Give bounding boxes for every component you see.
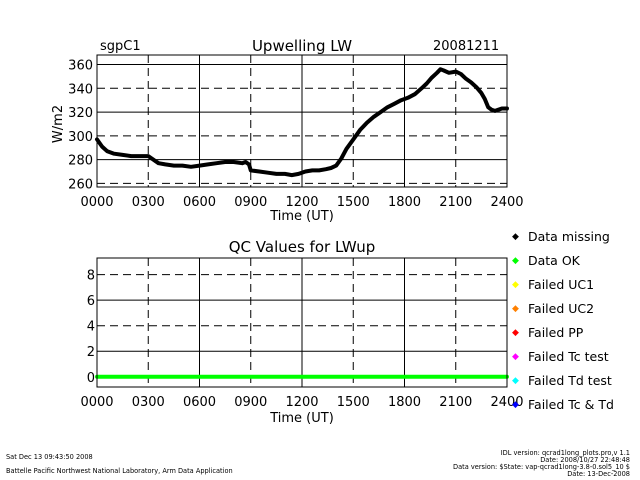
y-tick-labels: 260 280 300 320 340 360 (68, 59, 93, 193)
upwelling-lw-chart: Upwelling LW 0000 0300 0600 0900 1200 1500 180… (51, 37, 524, 224)
y-tick-label: 0 (87, 371, 95, 386)
x-axis-label: Time (UT) (269, 411, 334, 426)
y-tick-label: 280 (68, 154, 93, 169)
site-label: sgpC1 (100, 39, 141, 54)
legend-diamond-icon: ◆ (512, 376, 519, 386)
x-tick-label: 1200 (285, 395, 318, 410)
legend-label: Data OK (528, 253, 580, 268)
legend-item: ◆ Failed Tc test (512, 348, 640, 372)
x-tick-label: 0000 (80, 195, 113, 210)
y-axis-label: W/m2 (51, 105, 66, 143)
x-tick-label: 0900 (234, 395, 267, 410)
legend-diamond-icon: ◆ (512, 232, 519, 242)
y-tick-label: 360 (68, 59, 93, 74)
legend-item: ◆ Failed PP (512, 324, 640, 348)
x-tick-label: 0900 (234, 195, 267, 210)
legend-diamond-icon: ◆ (512, 304, 519, 314)
legend-label: Failed Tc & Td (528, 397, 614, 412)
grid (97, 55, 507, 187)
y-tick-labels: 0 2 4 6 8 (87, 269, 95, 386)
x-tick-label: 0600 (183, 195, 216, 210)
x-tick-label: 0300 (132, 195, 165, 210)
x-tick-label: 0000 (80, 395, 113, 410)
plot-frame (96, 257, 508, 388)
legend-diamond-icon: ◆ (512, 352, 519, 362)
x-tick-labels: 0000 0300 0600 0900 1200 1500 1800 2100 2400 (80, 195, 523, 210)
footer-data-version: Data version: $State: vap-qcrad1long-3.8… (453, 463, 630, 471)
y-tick-label: 260 (68, 177, 93, 192)
legend-label: Failed Tc test (528, 349, 609, 364)
y-tick-label: 320 (68, 106, 93, 121)
footer-timestamp: Sat Dec 13 09:43:50 2008 (6, 453, 93, 461)
legend-item: ◆ Data missing (512, 228, 640, 252)
legend-label: Failed Td test (528, 373, 612, 388)
legend-label: Failed UC1 (528, 277, 595, 292)
x-tick-label: 2100 (439, 195, 472, 210)
x-tick-label: 1200 (285, 195, 318, 210)
legend-diamond-icon: ◆ (512, 280, 519, 290)
legend-item: ◆ Failed UC1 (512, 276, 640, 300)
legend-diamond-icon: ◆ (512, 256, 519, 266)
footer-lab: Battelle Pacific Northwest National Labo… (6, 467, 233, 475)
qc-values-chart: QC Values for LWup 0000 0300 0600 0900 1200 1… (80, 238, 523, 426)
series-line (95, 67, 509, 178)
y-tick-label: 8 (87, 269, 95, 284)
y-tick-label: 300 (68, 130, 93, 145)
x-tick-label: 1800 (388, 195, 421, 210)
footer-idl-version: IDL version: qcrad1long_plots.pro,v 1.1 (500, 449, 630, 457)
y-tick-label: 2 (87, 345, 95, 360)
legend-item: ◆ Failed Tc & Td (512, 396, 640, 420)
x-tick-label: 0300 (132, 395, 165, 410)
chart-title: QC Values for LWup (229, 238, 376, 256)
legend-diamond-icon: ◆ (512, 400, 519, 410)
x-tick-label: 2400 (490, 195, 523, 210)
legend-label: Failed UC2 (528, 301, 595, 316)
y-tick-label: 6 (87, 294, 95, 309)
x-tick-label: 2100 (439, 395, 472, 410)
footer-idl-date: Date: 2008/10/27 22:48:48 (540, 456, 630, 464)
x-tick-label: 1800 (388, 395, 421, 410)
x-tick-label: 1500 (337, 195, 370, 210)
date-label: 20081211 (433, 39, 499, 54)
x-tick-label: 2400 (490, 395, 523, 410)
x-axis-label: Time (UT) (269, 209, 334, 224)
footer-data-date: Date: 13-Dec-2008 (567, 470, 630, 478)
series (95, 67, 509, 178)
y-tick-label: 4 (87, 320, 95, 335)
y-tick-label: 340 (68, 82, 93, 97)
legend-item: ◆ Failed UC2 (512, 300, 640, 324)
legend-label: Data missing (528, 229, 610, 244)
legend-item: ◆ Failed Td test (512, 372, 640, 396)
legend: ◆ Data missing ◆ Data OK ◆ Failed UC1 ◆ Failed … (512, 228, 640, 420)
legend-item: ◆ Data OK (512, 252, 640, 276)
chart-title: Upwelling LW (252, 37, 352, 55)
legend-diamond-icon: ◆ (512, 328, 519, 338)
legend-label: Failed PP (528, 325, 584, 340)
x-tick-label: 0600 (183, 395, 216, 410)
grid (97, 258, 507, 387)
x-tick-label: 1500 (337, 395, 370, 410)
x-tick-labels: 0000 0300 0600 0900 1200 1500 1800 2100 2400 (80, 395, 523, 410)
plot-frame (96, 54, 508, 188)
